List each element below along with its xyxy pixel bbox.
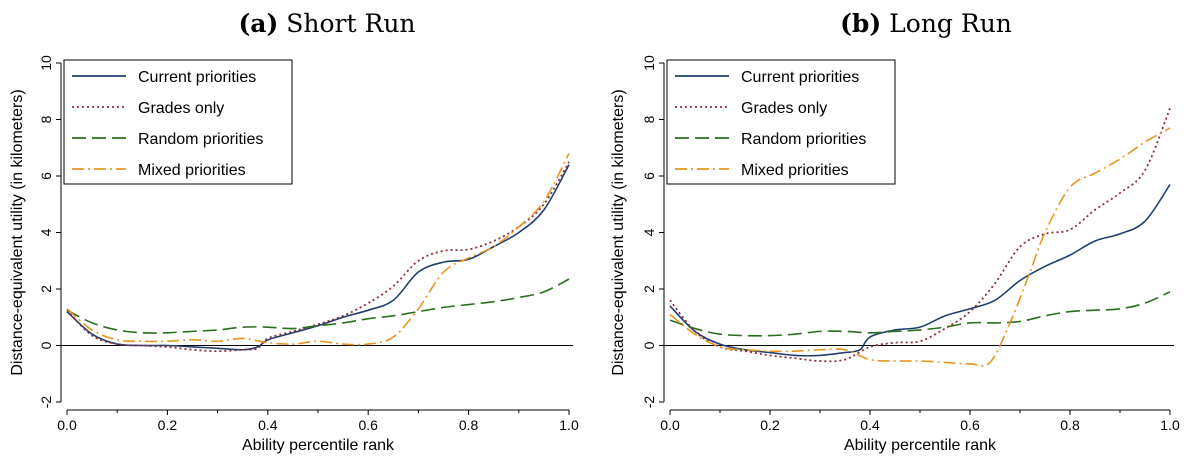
panel-b-title-text: Long Run xyxy=(889,9,1012,38)
x-axis-label: Ability percentile rank xyxy=(242,437,395,454)
panel-b-title-space xyxy=(881,9,889,38)
panel-a-title-text: Short Run xyxy=(286,9,415,38)
x-tick-label: 0.6 xyxy=(358,417,378,433)
y-tick-label: 10 xyxy=(38,55,54,71)
series-line-grades-only xyxy=(66,161,570,353)
y-axis-label: Distance-equivalent utility (in kilomete… xyxy=(9,89,26,375)
y-tick-label: -2 xyxy=(641,396,657,409)
legend-label: Mixed priorities xyxy=(138,162,246,179)
panel-a-title-space xyxy=(278,9,286,38)
legend-label: Grades only xyxy=(741,100,827,117)
panel-a: (a) Short Run 0.0 0.2 0.4 0.6 0.8 1.0 Ability … xyxy=(9,9,579,454)
x-tick-label: 1.0 xyxy=(1160,417,1180,433)
series-line-random-priorities xyxy=(66,278,570,334)
legend-label: Current priorities xyxy=(741,69,859,86)
x-tick-label: 0.8 xyxy=(459,417,479,433)
y-tick-label: 6 xyxy=(641,172,657,180)
x-tick-label: 0.8 xyxy=(1060,417,1080,433)
legend-box xyxy=(666,59,896,185)
legend-label: Random priorities xyxy=(741,131,866,148)
y-tick-label: 8 xyxy=(38,115,54,123)
series-line-current-priorities xyxy=(66,164,570,351)
x-tick-label: 0.2 xyxy=(760,417,780,433)
legend-label: Grades only xyxy=(138,100,224,117)
series-line-random-priorities xyxy=(669,291,1171,337)
x-tick-label: 0.6 xyxy=(960,417,980,433)
y-tick-label: 0 xyxy=(38,341,54,349)
legend-label: Random priorities xyxy=(138,131,263,148)
x-tick-label: 0.4 xyxy=(258,417,278,433)
legend-label: Mixed priorities xyxy=(741,162,849,179)
y-tick-label: 10 xyxy=(641,55,657,71)
y-tick-label: 2 xyxy=(38,285,54,293)
panel-b: (b) Long Run 0.0 0.2 0.4 0.6 0.8 1.0 Ability p… xyxy=(610,9,1180,454)
y-axis-label: Distance-equivalent utility (in kilomete… xyxy=(610,89,627,375)
legend: Current priorities Grades only Random prio… xyxy=(63,59,293,185)
panel-b-title: (b) Long Run xyxy=(840,9,1012,38)
y-tick-label: 6 xyxy=(38,172,54,180)
x-tick-label: 0.0 xyxy=(660,417,680,433)
legend-label: Current priorities xyxy=(138,69,256,86)
series-line-mixed-priorities xyxy=(669,127,1171,367)
x-tick-label: 0.0 xyxy=(57,417,77,433)
y-tick-label: 4 xyxy=(38,228,54,236)
panel-a-label: (a) xyxy=(238,9,278,38)
x-tick-label: 0.4 xyxy=(860,417,880,433)
x-axis-label: Ability percentile rank xyxy=(844,437,997,454)
y-tick-label: 2 xyxy=(641,285,657,293)
series-line-mixed-priorities xyxy=(66,153,570,346)
legend-box xyxy=(63,59,293,185)
panel-b-label: (b) xyxy=(840,9,881,38)
panel-a-title: (a) Short Run xyxy=(238,9,415,38)
y-tick-label: 8 xyxy=(641,115,657,123)
y-tick-label: 4 xyxy=(641,228,657,236)
legend: Current priorities Grades only Random prio… xyxy=(666,59,896,185)
y-tick-label: 0 xyxy=(641,341,657,349)
x-tick-label: 1.0 xyxy=(559,417,579,433)
x-tick-label: 0.2 xyxy=(158,417,178,433)
y-tick-label: -2 xyxy=(38,396,54,409)
